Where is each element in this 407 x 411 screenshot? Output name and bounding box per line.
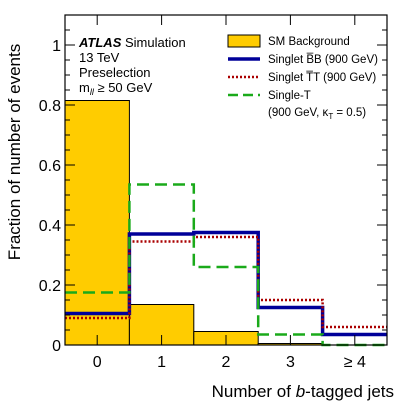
y-axis-title: Fraction of number of events bbox=[5, 44, 24, 260]
legend-label-single-t: Single-T bbox=[268, 90, 311, 102]
selection-text: Preselection bbox=[79, 65, 151, 80]
atlas-label: ATLAS Simulation 13 TeV Preselection mll… bbox=[78, 35, 186, 97]
series-line-single-t bbox=[65, 183, 387, 347]
legend-label-singlet-tt: Singlet T̅T (900 GeV) bbox=[268, 72, 376, 84]
y-tick-label: 1 bbox=[52, 38, 61, 55]
svg-text:ATLAS Simulation: ATLAS Simulation bbox=[78, 35, 186, 50]
x-tick-label: 0 bbox=[93, 354, 102, 371]
x-tick-label: 3 bbox=[286, 354, 295, 371]
y-tick-label: 0.2 bbox=[39, 278, 61, 295]
legend-label-singlet-bb: Singlet B̅B (900 GeV) bbox=[268, 54, 378, 66]
series-line-singlet-t-t-900-gev bbox=[65, 235, 387, 329]
y-tick-label: 0 bbox=[52, 338, 61, 355]
y-tick-label: 0.8 bbox=[39, 98, 61, 115]
legend: SM Background Singlet B̅B (900 GeV) Sing… bbox=[227, 34, 378, 121]
mass-cut-text: mll ≥ 50 GeV bbox=[79, 80, 153, 97]
legend-swatch-sm-background bbox=[227, 34, 261, 48]
x-tick-label: ≥ 4 bbox=[344, 354, 366, 371]
axis-tick-labels: 0 0.2 0.4 0.6 0.8 1 0 1 2 3 ≥ 4 bbox=[39, 38, 366, 371]
y-tick-label: 0.6 bbox=[39, 158, 61, 175]
x-axis-title: Number of b-tagged jets bbox=[212, 382, 394, 401]
y-tick-label: 0.4 bbox=[39, 218, 61, 235]
signal-histograms bbox=[65, 183, 387, 347]
atlas-logo-text: ATLAS bbox=[78, 35, 122, 50]
bar-sm-background-0 bbox=[64, 100, 130, 346]
x-tick-label: 2 bbox=[222, 354, 231, 371]
simulation-text: Simulation bbox=[121, 35, 185, 50]
legend-label-sm-background: SM Background bbox=[268, 36, 350, 48]
energy-text: 13 TeV bbox=[79, 50, 120, 65]
x-tick-label: 1 bbox=[157, 354, 166, 371]
legend-label-single-t-params: (900 GeV, κT = 0.5) bbox=[268, 107, 366, 121]
axis-ticks bbox=[65, 15, 387, 346]
